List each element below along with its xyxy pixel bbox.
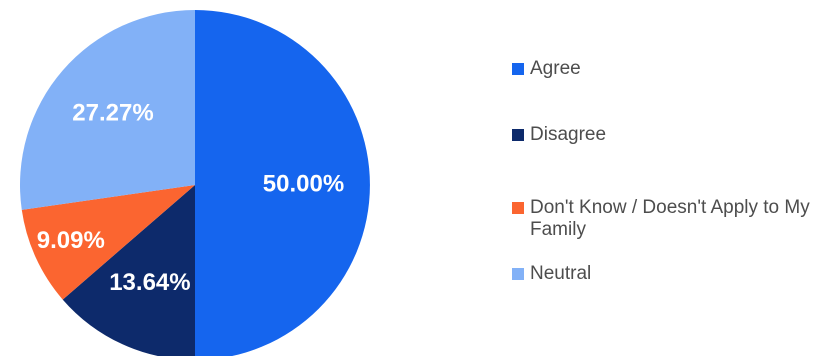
pie-slice-agree	[195, 10, 370, 356]
legend-label-dont-know: Don't Know / Doesn't Apply to My Family	[530, 197, 810, 240]
legend-item-agree: Agree	[512, 58, 820, 80]
slice-label-disagree: 13.64%	[109, 269, 190, 296]
legend-label-agree: Agree	[530, 58, 581, 79]
legend-item-dont-know: Don't Know / Doesn't Apply to My Family	[512, 197, 820, 241]
pie-slice-neutral	[20, 10, 195, 210]
slice-label-neutral: 27.27%	[72, 99, 153, 126]
legend-swatch-dont-know	[512, 202, 524, 214]
legend-swatch-disagree	[512, 129, 524, 141]
legend-label-disagree: Disagree	[530, 124, 607, 145]
legend-swatch-neutral	[512, 268, 524, 280]
legend-label-neutral: Neutral	[530, 263, 592, 284]
legend-swatch-agree	[512, 63, 524, 75]
slice-label-dont-know: 9.09%	[37, 227, 105, 254]
legend-item-neutral: Neutral	[512, 263, 820, 285]
pie-chart: 50.00% 13.64%9.09% 27.27%	[20, 10, 370, 356]
legend-item-disagree: Disagree	[512, 124, 820, 146]
pie-slice-dont-know	[21, 185, 196, 300]
chart-legend: Agree Disagree Don't Know / Doesn't Appl…	[512, 0, 833, 356]
slice-label-agree: 50.00%	[263, 170, 344, 197]
pie-slice-disagree	[62, 185, 195, 356]
